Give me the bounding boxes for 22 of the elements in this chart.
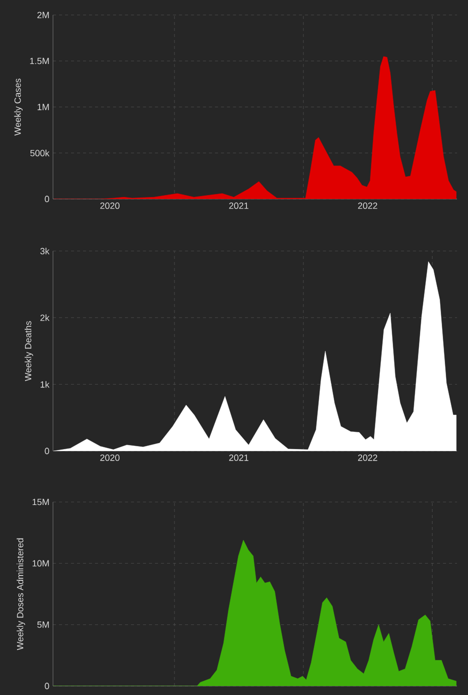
y-tick-label: 1.5M xyxy=(30,58,49,64)
y-tick-label: 5M xyxy=(37,622,49,628)
y-tick-label: 15M xyxy=(32,498,49,506)
x-tick-label: 2020 xyxy=(100,202,120,209)
y-axis-title: Weekly Cases xyxy=(14,78,23,136)
x-tick-label: 2021 xyxy=(229,454,248,461)
y-tick-label: 0 xyxy=(44,196,50,202)
x-tick-label: 2020 xyxy=(100,454,120,461)
y-tick-label: 1M xyxy=(38,104,49,110)
x-tick-label: 2021 xyxy=(229,202,248,209)
y-tick-label: 0 xyxy=(44,682,50,690)
y-tick-label: 2k xyxy=(40,314,50,321)
y-tick-label: 3k xyxy=(40,248,50,254)
x-tick-label: 2022 xyxy=(358,454,378,461)
y-axis-title: Weekly Deaths xyxy=(24,321,34,382)
y-tick-label: 500k xyxy=(30,150,50,156)
y-tick-label: 10M xyxy=(32,560,49,567)
y-tick-label: 0 xyxy=(44,448,50,454)
y-tick-label: 1k xyxy=(40,381,50,388)
y-tick-label: 2M xyxy=(37,12,49,18)
x-tick-label: 2022 xyxy=(358,202,378,209)
y-axis-title: Weekly Doses Administered xyxy=(16,538,26,650)
